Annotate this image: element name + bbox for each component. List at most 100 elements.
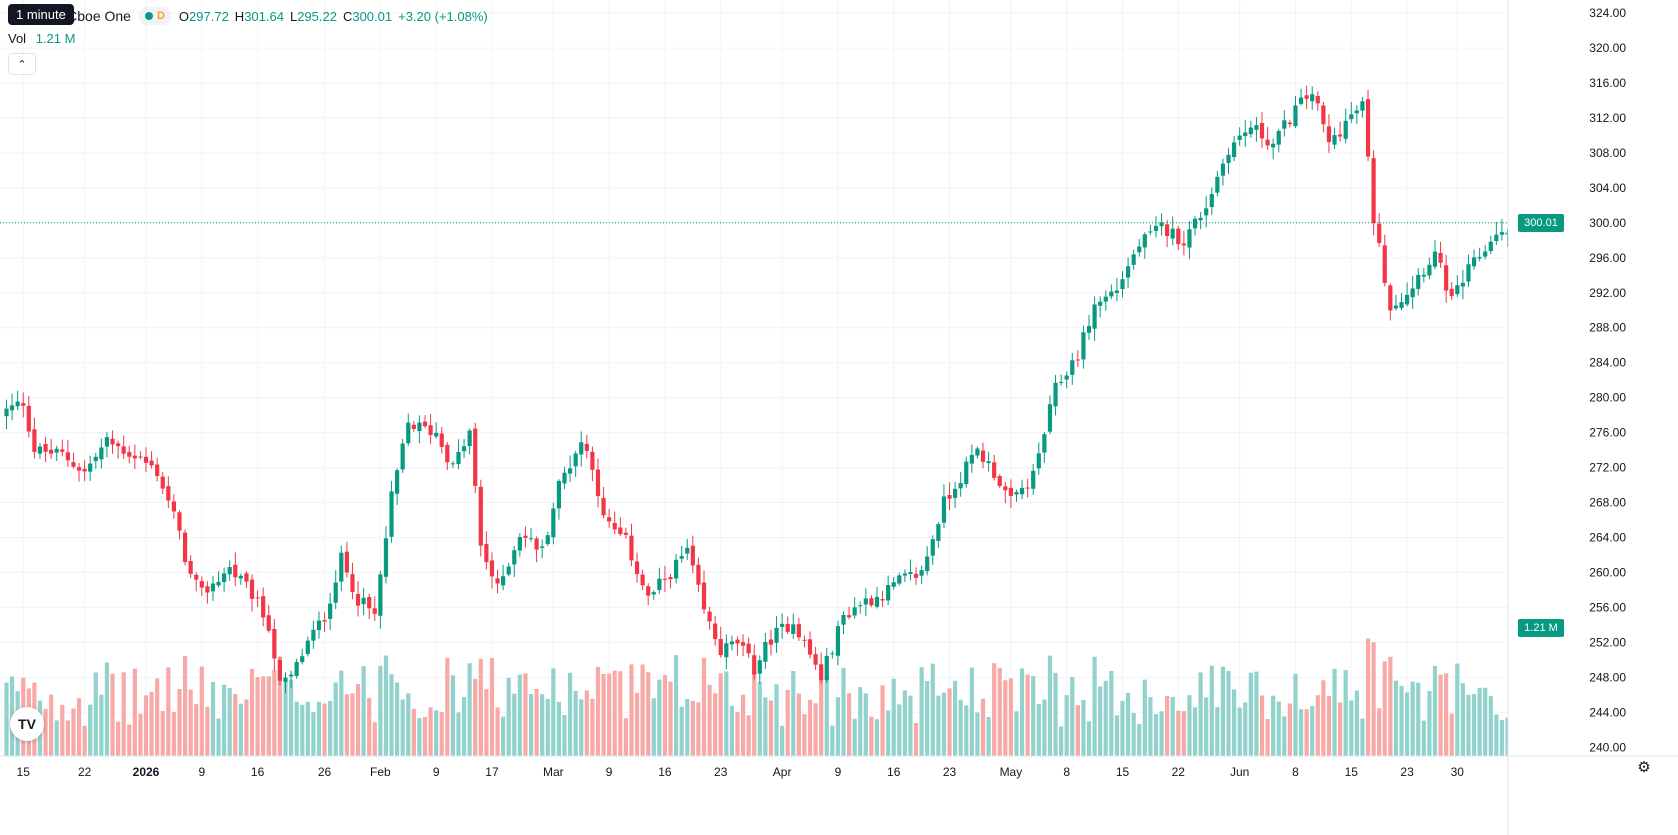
volume-legend[interactable]: Vol 1.21 M — [8, 31, 75, 46]
candle-body — [1181, 243, 1186, 246]
candle-body — [88, 463, 93, 472]
volume-bar — [757, 681, 762, 756]
candle-body — [528, 538, 534, 540]
volume-bar — [1198, 672, 1203, 756]
candle-body — [579, 442, 584, 455]
volume-bar — [1287, 703, 1292, 756]
volume-bar — [785, 690, 790, 756]
volume-bar — [551, 668, 556, 756]
time-tick-label: 22 — [1172, 765, 1186, 779]
candle-body — [1310, 94, 1315, 102]
volume-bar — [116, 721, 121, 756]
candle-body — [562, 472, 567, 484]
volume-bar — [740, 694, 746, 756]
candle-body — [1377, 223, 1382, 243]
candle-body — [439, 433, 444, 447]
time-axis[interactable] — [0, 756, 1678, 835]
volume-bar — [177, 688, 182, 756]
candle-body — [891, 582, 896, 587]
volume-bar — [1416, 682, 1421, 756]
candle-body — [1047, 404, 1053, 432]
volume-bar — [874, 719, 880, 756]
volume-label: Vol — [8, 31, 27, 46]
candle-body — [311, 629, 316, 641]
price-axis[interactable] — [1508, 0, 1678, 835]
candle-body — [4, 408, 9, 417]
candle-body — [1120, 279, 1125, 290]
gear-icon[interactable]: ⚙ — [1637, 759, 1651, 776]
tradingview-logo-icon[interactable]: TV — [10, 707, 44, 741]
candle-body — [590, 451, 595, 470]
volume-bar — [166, 667, 171, 756]
volume-bar — [701, 657, 707, 756]
candle-body — [679, 556, 684, 559]
volume-bar — [132, 668, 137, 756]
last-volume-badge: 1.21 M — [1518, 618, 1564, 637]
candle-body — [149, 460, 154, 466]
candle-body — [484, 543, 489, 563]
volume-bar — [1226, 670, 1231, 756]
volume-bar — [316, 701, 322, 756]
time-tick-label: 2026 — [133, 765, 160, 779]
candle-body — [512, 550, 517, 565]
candle-body — [601, 497, 606, 516]
volume-bar — [283, 680, 288, 756]
candle-body — [1444, 265, 1449, 291]
candle-body — [1488, 241, 1493, 252]
volume-bar — [891, 678, 896, 756]
candle-body — [1220, 163, 1226, 176]
candle-body — [1416, 274, 1421, 289]
candle-body — [506, 566, 511, 575]
candle-body — [406, 422, 411, 444]
volume-bar — [422, 717, 428, 756]
collapse-legend-button[interactable]: ⌃ — [8, 53, 36, 75]
volume-bar — [1064, 695, 1069, 756]
volume-bar — [1243, 702, 1248, 756]
candle-body — [1326, 126, 1332, 143]
candle-body — [752, 655, 757, 675]
volume-bar — [975, 712, 980, 756]
candle-body — [99, 447, 104, 460]
volume-bar — [1025, 674, 1030, 756]
volume-bar — [964, 705, 969, 756]
candle-body — [138, 456, 143, 458]
market-status[interactable]: D — [138, 7, 171, 25]
candle-body — [1103, 296, 1108, 302]
volume-bar — [584, 690, 589, 756]
candle-body — [1131, 254, 1136, 265]
candle-body — [551, 508, 556, 538]
volume-bar — [735, 712, 740, 756]
volume-bar — [819, 679, 824, 756]
candle-body — [367, 596, 372, 609]
candle-body — [713, 623, 718, 640]
volume-bar — [512, 693, 517, 756]
time-tick-label: 22 — [78, 765, 92, 779]
candle-body — [1449, 288, 1454, 296]
volume-bar — [1293, 673, 1298, 756]
candle-body — [182, 532, 188, 563]
volume-bar — [1181, 711, 1186, 756]
last-price-badge: 300.01 — [1518, 213, 1564, 232]
candle-body — [1059, 381, 1064, 383]
volume-bar — [1232, 689, 1237, 756]
candle-body — [1053, 382, 1058, 407]
candle-body — [785, 623, 790, 632]
volume-bar — [1086, 721, 1092, 756]
volume-bar — [54, 720, 59, 756]
volume-bar — [646, 672, 651, 756]
volume-bar — [1315, 695, 1320, 756]
volume-bar — [255, 677, 260, 756]
candle-body — [1271, 143, 1276, 148]
candle-body — [238, 575, 243, 579]
candle-body — [902, 573, 907, 576]
time-tick-label: 15 — [1345, 765, 1359, 779]
price-tick-label: 256.00 — [1589, 600, 1626, 614]
candle-body — [746, 643, 751, 654]
volume-bar — [1477, 687, 1482, 756]
candle-body — [210, 583, 216, 592]
volume-bar — [238, 703, 243, 756]
candle-body — [71, 462, 76, 467]
volume-bar — [450, 675, 455, 756]
chevron-up-icon: ⌃ — [17, 58, 27, 71]
